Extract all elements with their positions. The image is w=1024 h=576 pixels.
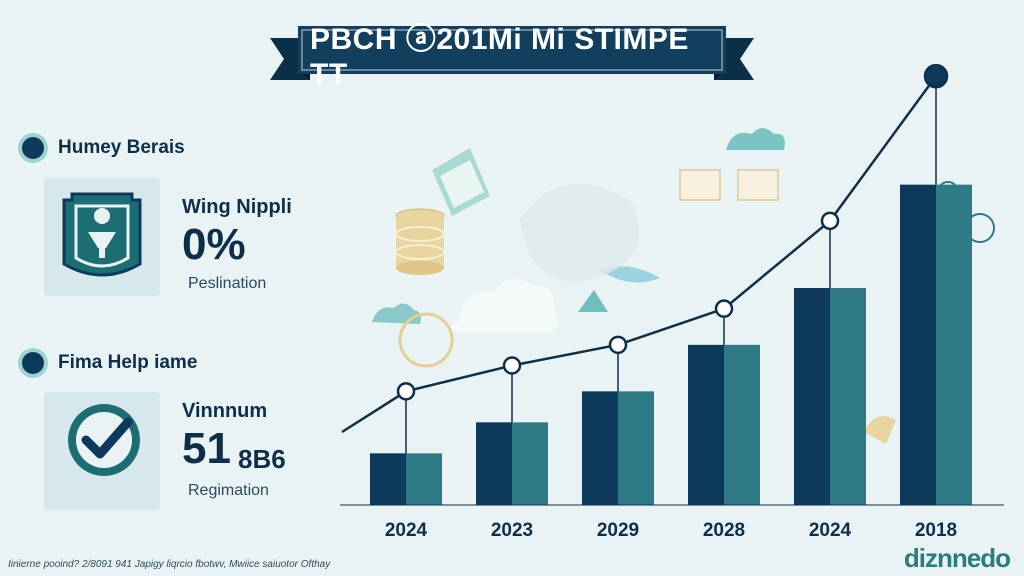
x-tick-label: 2028 [703, 520, 745, 541]
bar-light-half [406, 453, 442, 505]
trend-point [396, 382, 416, 401]
stat-card-1-value: 0% [182, 220, 246, 269]
stat-card-2-value: 51 [182, 424, 231, 473]
stat-card-1 [44, 178, 160, 296]
trend-point [820, 211, 840, 231]
cloud-icon [447, 279, 559, 332]
bar-dark-half [582, 391, 618, 505]
bar-light-half [936, 184, 972, 505]
monitor-icons [679, 169, 779, 201]
decorative-illustrations [372, 128, 995, 444]
brand-logo: diznnedo [903, 543, 1011, 573]
trend-point [502, 356, 522, 375]
shield-lock-icon [62, 192, 142, 277]
bar-light-half [830, 288, 866, 505]
trend-point [714, 299, 734, 318]
cloud-icon [864, 416, 896, 444]
x-tick-label: 2029 [597, 520, 639, 541]
bar-dark-half [794, 288, 830, 505]
x-tick-label: 2018 [915, 520, 957, 541]
bar-dark-half [370, 453, 406, 505]
bar-6 [900, 184, 972, 505]
bar-5 [794, 288, 866, 505]
bar-dark-half [476, 422, 512, 505]
cloud-icon [726, 128, 785, 150]
stat-card-2 [44, 392, 160, 510]
stat-card-2-label: Regimation [188, 482, 269, 499]
bullet-icon [22, 137, 44, 159]
x-tick-label: 2023 [491, 520, 533, 541]
bar-light-half [512, 422, 548, 505]
boat-icon [578, 290, 608, 312]
footer-note: Iinierne pooind? 2/8091 941 Japigy liqrc… [8, 559, 331, 570]
bullet-icon [22, 352, 44, 374]
bar-3 [582, 391, 654, 505]
stat-card-1-label: Peslination [188, 275, 267, 292]
bar-light-half [618, 391, 654, 505]
database-icon [395, 208, 445, 275]
section-header-1: Humey Berais [22, 137, 185, 159]
x-tick-label: 2024 [385, 520, 428, 541]
document-icon [432, 148, 490, 216]
checkmark-circle-icon [68, 404, 140, 476]
trend-point [608, 335, 628, 355]
bar-dark-half [688, 344, 724, 505]
section-title-2: Fima Help iame [58, 352, 198, 373]
title-banner: PBCH ⓐ201Mi Mi STIMPE TT [270, 18, 754, 91]
x-axis-labels: 2024 2023 2029 2028 2024 2018 [385, 520, 957, 541]
bar-light-half [724, 344, 760, 505]
bar-4 [688, 344, 760, 505]
section-title-1: Humey Berais [58, 137, 185, 158]
bars-layer [370, 184, 972, 505]
stat-card-2-title: Vinnnum [182, 400, 268, 422]
ribbon-shape [270, 26, 754, 80]
bar-dark-half [900, 184, 936, 505]
cloud-icon [372, 303, 422, 324]
stat-card-1-title: Wing Nippli [182, 196, 292, 218]
stat-card-2-value-suffix: 8B6 [238, 444, 286, 474]
trend-line-layer [341, 63, 949, 454]
section-header-2: Fima Help iame [22, 352, 197, 374]
x-tick-label: 2024 [809, 520, 852, 541]
bar-2 [476, 422, 548, 505]
map-shape-icon [600, 266, 660, 283]
haze-shape [520, 184, 639, 282]
bar-1 [370, 453, 442, 505]
trend-point [923, 63, 949, 89]
gear-icon [398, 312, 454, 368]
